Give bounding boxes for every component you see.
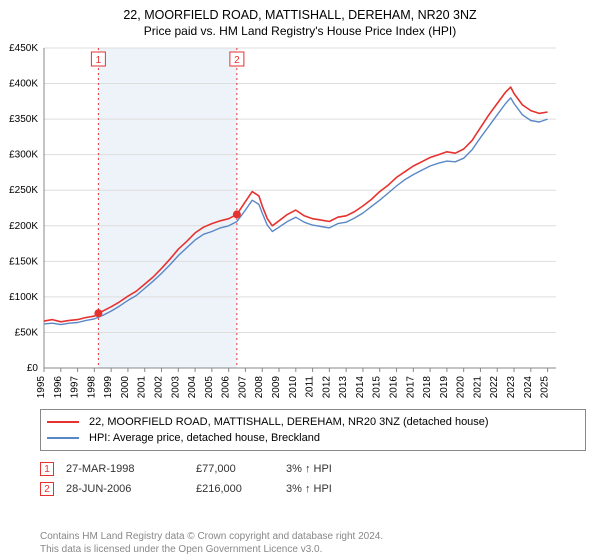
svg-text:£0: £0	[27, 363, 39, 374]
legend-box: 22, MOORFIELD ROAD, MATTISHALL, DEREHAM,…	[40, 409, 586, 451]
footer-line-1: Contains HM Land Registry data © Crown c…	[40, 531, 383, 544]
svg-text:2009: 2009	[271, 376, 282, 399]
svg-text:2023: 2023	[506, 376, 517, 399]
svg-text:2015: 2015	[372, 376, 383, 399]
svg-text:2020: 2020	[456, 376, 467, 399]
svg-text:£300K: £300K	[9, 150, 38, 161]
title-line-2: Price paid vs. HM Land Registry's House …	[0, 22, 600, 38]
transaction-date: 27-MAR-1998	[66, 463, 196, 475]
svg-text:2022: 2022	[489, 376, 500, 399]
svg-text:2004: 2004	[187, 376, 198, 399]
svg-text:2003: 2003	[170, 376, 181, 399]
svg-text:£250K: £250K	[9, 185, 38, 196]
svg-text:1: 1	[96, 55, 102, 66]
price-chart: £0 £50K £100K £150K £200K £250K £300K £350K £400…	[0, 38, 560, 403]
svg-text:2018: 2018	[422, 376, 433, 399]
transaction-price: £77,000	[196, 463, 286, 475]
svg-text:1999: 1999	[103, 376, 114, 399]
legend-line-subject	[47, 421, 79, 423]
svg-text:2021: 2021	[472, 376, 483, 399]
svg-text:2: 2	[234, 55, 240, 66]
svg-text:2016: 2016	[389, 376, 400, 399]
svg-text:£50K: £50K	[15, 327, 39, 338]
legend-item-subject: 22, MOORFIELD ROAD, MATTISHALL, DEREHAM,…	[47, 414, 579, 430]
transaction-marker-icon: 1	[40, 462, 54, 476]
svg-text:2025: 2025	[540, 376, 551, 399]
title-line-1: 22, MOORFIELD ROAD, MATTISHALL, DEREHAM,…	[0, 0, 600, 22]
svg-text:2008: 2008	[254, 376, 265, 399]
svg-text:2010: 2010	[288, 376, 299, 399]
svg-text:£400K: £400K	[9, 79, 38, 90]
transaction-price: £216,000	[196, 483, 286, 495]
svg-text:2006: 2006	[221, 376, 232, 399]
chart-container: 22, MOORFIELD ROAD, MATTISHALL, DEREHAM,…	[0, 0, 600, 560]
svg-text:2011: 2011	[305, 376, 316, 398]
svg-text:1995: 1995	[36, 376, 47, 399]
svg-text:2002: 2002	[154, 376, 165, 399]
footer-attribution: Contains HM Land Registry data © Crown c…	[40, 531, 383, 556]
svg-text:2000: 2000	[120, 376, 131, 399]
transaction-marker-icon: 2	[40, 482, 54, 496]
transaction-hpi: 3% ↑ HPI	[286, 463, 376, 475]
legend-text-subject: 22, MOORFIELD ROAD, MATTISHALL, DEREHAM,…	[89, 416, 489, 428]
svg-text:£450K: £450K	[9, 43, 38, 54]
svg-text:£100K: £100K	[9, 292, 38, 303]
legend-line-hpi	[47, 437, 79, 439]
svg-text:2005: 2005	[204, 376, 215, 399]
transaction-row: 2 28-JUN-2006 £216,000 3% ↑ HPI	[40, 479, 586, 499]
svg-text:1996: 1996	[53, 376, 64, 399]
svg-text:2013: 2013	[338, 376, 349, 399]
svg-text:2007: 2007	[237, 376, 248, 399]
svg-text:2014: 2014	[355, 376, 366, 399]
svg-text:1998: 1998	[86, 376, 97, 399]
svg-text:1997: 1997	[70, 376, 81, 399]
transaction-row: 1 27-MAR-1998 £77,000 3% ↑ HPI	[40, 459, 586, 479]
svg-text:2001: 2001	[137, 376, 148, 399]
transaction-date: 28-JUN-2006	[66, 483, 196, 495]
legend-item-hpi: HPI: Average price, detached house, Brec…	[47, 430, 579, 446]
svg-text:£350K: £350K	[9, 114, 38, 125]
transactions-table: 1 27-MAR-1998 £77,000 3% ↑ HPI 2 28-JUN-…	[40, 459, 586, 499]
svg-text:£150K: £150K	[9, 256, 38, 267]
svg-text:£200K: £200K	[9, 221, 38, 232]
footer-line-2: This data is licensed under the Open Gov…	[40, 544, 383, 557]
svg-text:2024: 2024	[523, 376, 534, 399]
svg-text:2017: 2017	[405, 376, 416, 399]
svg-text:2012: 2012	[321, 376, 332, 399]
svg-text:2019: 2019	[439, 376, 450, 399]
legend-text-hpi: HPI: Average price, detached house, Brec…	[89, 432, 320, 444]
transaction-hpi: 3% ↑ HPI	[286, 483, 376, 495]
